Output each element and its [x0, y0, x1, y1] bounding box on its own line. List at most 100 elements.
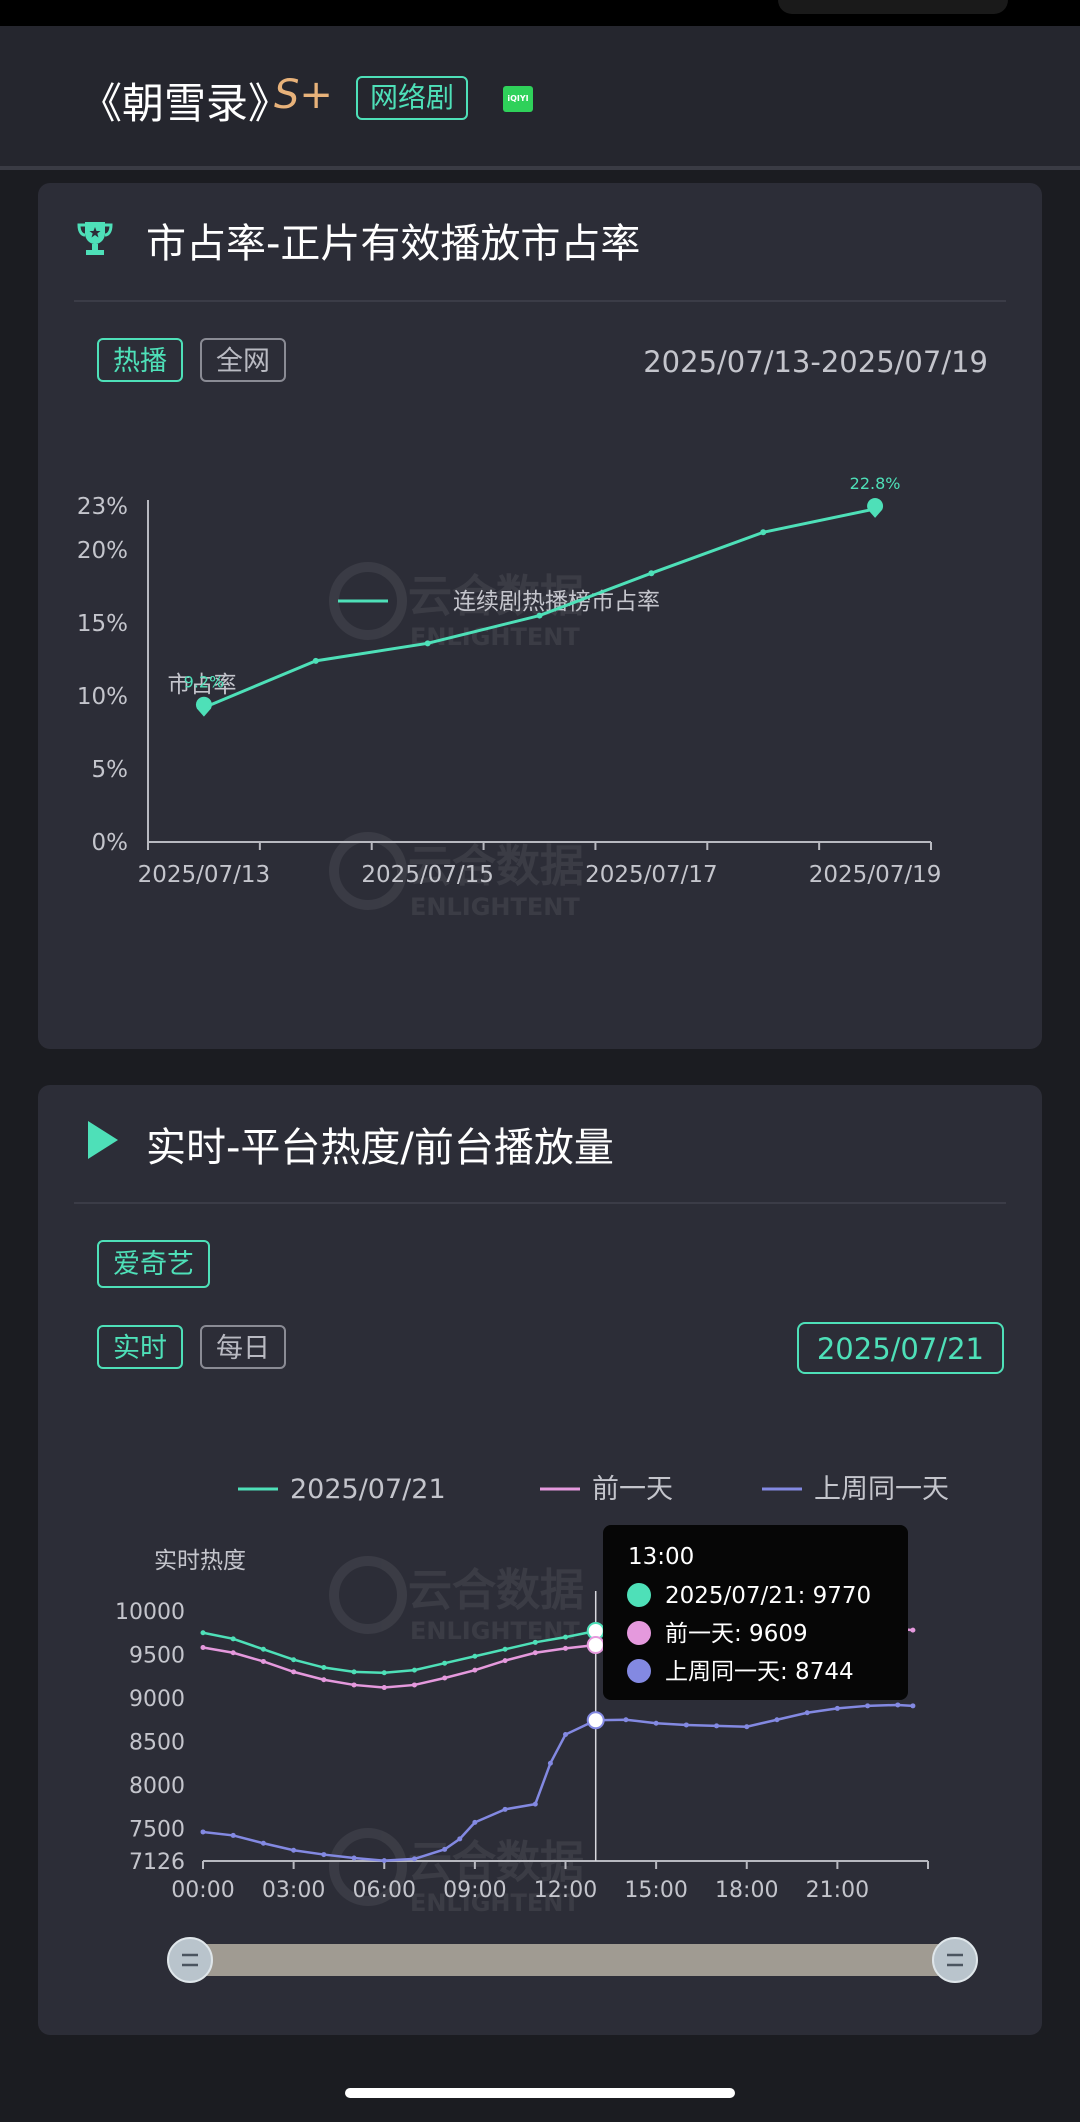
- data-point: [321, 1665, 327, 1671]
- legend-label: 连续剧热播榜市占率: [453, 589, 660, 615]
- data-point: [351, 1669, 357, 1675]
- x-tick-label: 2025/07/13: [138, 862, 271, 888]
- range-handle-right[interactable]: [932, 1937, 978, 1983]
- market-share-title: 市占率-正片有效播放市占率: [146, 221, 641, 267]
- iqiyi-icon: iQIYI: [503, 86, 533, 112]
- data-label: 9.2%: [184, 673, 225, 692]
- y-tick-label: 9500: [129, 1643, 185, 1668]
- legend-label: 2025/07/21: [290, 1474, 446, 1505]
- data-point: [381, 1685, 387, 1691]
- x-tick-label: 2025/07/19: [809, 862, 942, 888]
- data-point: [865, 1703, 871, 1709]
- data-point: [547, 1760, 553, 1766]
- data-point: [804, 1710, 810, 1716]
- home-indicator[interactable]: [345, 2088, 735, 2098]
- data-point: [623, 1717, 629, 1723]
- data-label: 22.8%: [850, 474, 901, 493]
- data-point: [532, 1801, 538, 1807]
- y-tick-label: 8500: [129, 1730, 185, 1755]
- data-point: [411, 1856, 417, 1862]
- data-point: [200, 1829, 206, 1835]
- category-tag: 网络剧: [356, 76, 469, 120]
- x-tick-label: 2025/07/17: [585, 862, 718, 888]
- data-point: [895, 1702, 901, 1708]
- range-slider-track: [190, 1944, 955, 1976]
- data-point: [563, 1732, 568, 1738]
- data-point: [744, 1724, 750, 1730]
- realtime-title: 实时-平台热度/前台播放量: [146, 1125, 614, 1171]
- date-picker[interactable]: 2025/07/21: [796, 1322, 1004, 1374]
- y-tick-label: 20%: [77, 538, 128, 564]
- filter-all-network[interactable]: 全网: [200, 338, 286, 382]
- status-bar: [0, 0, 1080, 26]
- svg-text:云合数据: 云合数据: [408, 1565, 584, 1616]
- tooltip-box: [603, 1525, 908, 1700]
- data-point: [502, 1658, 508, 1664]
- data-point: [260, 1658, 266, 1664]
- data-point: [442, 1675, 448, 1681]
- data-point: [834, 1705, 840, 1711]
- range-handle-left[interactable]: [167, 1937, 213, 1983]
- data-point: [291, 1669, 297, 1675]
- realtime-card: 实时-平台热度/前台播放量 爱奇艺 实时 每日 2025/07/21 云合数据 …: [38, 1085, 1042, 2035]
- y-tick-label: 7126: [129, 1850, 185, 1875]
- data-point: [442, 1660, 448, 1666]
- y-tick-label: 10000: [115, 1600, 185, 1625]
- data-point: [714, 1723, 720, 1729]
- data-point: [200, 1630, 206, 1636]
- data-point: [351, 1855, 357, 1861]
- data-point: [910, 1627, 916, 1633]
- data-point: [457, 1836, 463, 1842]
- y-tick-label: 5%: [92, 757, 129, 783]
- data-point: [230, 1832, 236, 1838]
- date-range: 2025/07/13-2025/07/19: [643, 345, 988, 379]
- filter-hot[interactable]: 热播: [97, 338, 183, 382]
- x-tick-label: 12:00: [534, 1878, 597, 1903]
- highlight-point: [586, 1711, 605, 1730]
- data-point: [230, 1636, 236, 1642]
- x-tick-label: 2025/07/15: [361, 862, 494, 888]
- market-share-card: 市占率-正片有效播放市占率 热播 全网 2025/07/13-2025/07/1…: [38, 183, 1042, 1049]
- x-tick-label: 15:00: [624, 1878, 687, 1903]
- data-point: [532, 1650, 538, 1656]
- data-point: [321, 1677, 327, 1683]
- legend-label: 上周同一天: [814, 1474, 949, 1505]
- status-bar-pill: [778, 0, 1008, 14]
- data-point: [502, 1806, 508, 1812]
- trophy-icon: [77, 222, 113, 255]
- data-point: [653, 1720, 659, 1726]
- data-point: [502, 1646, 508, 1652]
- y-tick-label: 15%: [77, 611, 128, 637]
- y-axis-title: 实时热度: [154, 1548, 246, 1574]
- x-tick-label: 00:00: [171, 1878, 234, 1903]
- x-tick-label: 09:00: [443, 1878, 506, 1903]
- mode-realtime[interactable]: 实时: [97, 1325, 183, 1369]
- platform-tab-iqiyi[interactable]: 爱奇艺: [97, 1240, 210, 1288]
- marker-pin: [195, 696, 212, 717]
- data-point: [200, 1645, 206, 1651]
- mode-daily[interactable]: 每日: [200, 1325, 286, 1369]
- svg-text:云合数据: 云合数据: [408, 571, 584, 622]
- watermark: 云合数据 ENLIGHTENT 云合数据 ENLIGHTENT: [329, 1556, 584, 1917]
- data-point: [260, 1840, 266, 1846]
- svg-text:ENLIGHTENT: ENLIGHTENT: [410, 1889, 580, 1917]
- tooltip-row: 前一天: 9609: [665, 1621, 808, 1647]
- data-point: [532, 1639, 538, 1645]
- tooltip-dot: [627, 1583, 651, 1607]
- x-tick-label: 21:00: [806, 1878, 869, 1903]
- y-axis-title: 市占率: [168, 672, 237, 698]
- tooltip-row: 2025/07/21: 9770: [665, 1583, 871, 1609]
- data-point: [536, 612, 543, 619]
- market-share-chart: 云合数据 ENLIGHTENT 云合数据 ENLIGHTENT 连续剧热播榜市占…: [77, 474, 942, 921]
- tooltip-dot: [627, 1659, 651, 1683]
- show-title[interactable]: 《朝雪录》: [80, 79, 291, 128]
- y-tick-label: 0%: [92, 830, 129, 856]
- card-divider: [74, 1202, 1006, 1204]
- data-point: [648, 570, 655, 577]
- x-tick-label: 03:00: [262, 1878, 325, 1903]
- data-point: [910, 1703, 916, 1709]
- data-point: [321, 1852, 327, 1858]
- data-point: [472, 1819, 478, 1825]
- y-tick-label: 10%: [77, 684, 128, 710]
- data-point: [230, 1650, 236, 1656]
